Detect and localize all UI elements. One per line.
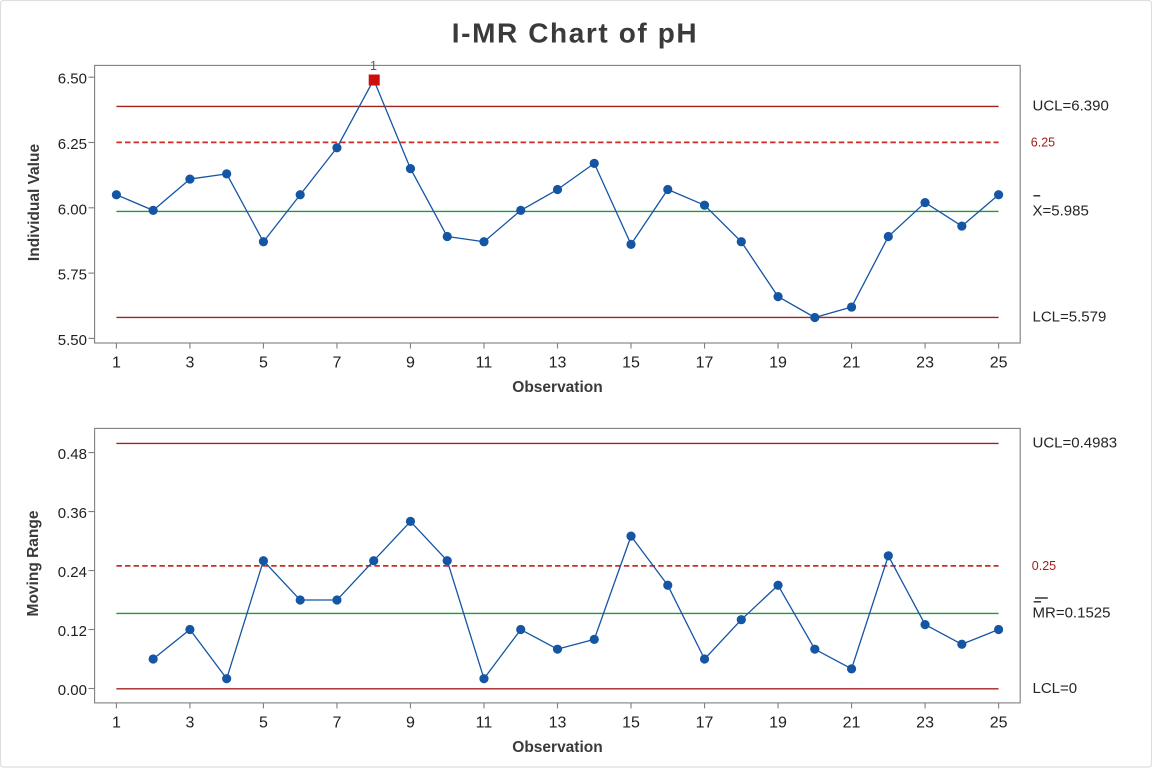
svg-text:11: 11	[476, 354, 493, 371]
svg-text:3: 3	[185, 714, 194, 731]
svg-text:LCL=5.579: LCL=5.579	[1033, 309, 1107, 326]
svg-text:UCL=6.390: UCL=6.390	[1033, 98, 1109, 115]
svg-text:9: 9	[406, 354, 415, 371]
svg-text:6.00: 6.00	[58, 201, 87, 218]
svg-text:17: 17	[696, 354, 714, 371]
svg-text:Moving Range: Moving Range	[25, 510, 42, 616]
svg-text:0.00: 0.00	[58, 682, 87, 699]
svg-text:0.12: 0.12	[58, 623, 87, 640]
svg-text:3: 3	[185, 354, 194, 371]
svg-text:1: 1	[112, 714, 121, 731]
svg-text:13: 13	[549, 354, 567, 371]
svg-text:0.36: 0.36	[58, 505, 87, 522]
svg-text:0.24: 0.24	[58, 564, 87, 581]
svg-text:LCL=0: LCL=0	[1033, 680, 1078, 697]
svg-text:7: 7	[332, 714, 341, 731]
svg-text:5: 5	[259, 714, 268, 731]
svg-text:21: 21	[843, 714, 861, 731]
svg-text:5.50: 5.50	[58, 332, 87, 349]
svg-text:11: 11	[476, 714, 493, 731]
svg-text:1: 1	[370, 59, 377, 73]
svg-text:21: 21	[843, 354, 861, 371]
svg-text:1: 1	[112, 354, 121, 371]
svg-text:6.50: 6.50	[58, 71, 87, 88]
svg-text:I-MR Chart of pH: I-MR Chart of pH	[452, 17, 698, 48]
svg-text:25: 25	[990, 714, 1008, 731]
svg-text:5: 5	[259, 354, 268, 371]
svg-text:23: 23	[916, 714, 934, 731]
svg-text:0.25: 0.25	[1032, 559, 1056, 573]
svg-text:0.48: 0.48	[58, 446, 87, 463]
svg-text:15: 15	[622, 354, 640, 371]
svg-text:13: 13	[549, 714, 567, 731]
svg-text:15: 15	[622, 714, 640, 731]
svg-text:Observation: Observation	[512, 379, 602, 396]
svg-text:19: 19	[769, 354, 787, 371]
svg-text:UCL=0.4983: UCL=0.4983	[1033, 435, 1118, 452]
svg-text:Observation: Observation	[512, 739, 602, 756]
svg-text:17: 17	[696, 714, 714, 731]
svg-text:19: 19	[769, 714, 787, 731]
svg-text:25: 25	[990, 354, 1008, 371]
svg-text:9: 9	[406, 714, 415, 731]
svg-text:23: 23	[916, 354, 934, 371]
svg-text:5.75: 5.75	[58, 267, 87, 284]
svg-text:6.25: 6.25	[58, 136, 87, 153]
svg-text:Individual Value: Individual Value	[26, 144, 43, 262]
svg-text:X=5.985: X=5.985	[1033, 203, 1089, 220]
svg-text:6.25: 6.25	[1031, 135, 1055, 149]
svg-text:MR=0.1525: MR=0.1525	[1033, 605, 1111, 622]
svg-text:7: 7	[332, 354, 341, 371]
